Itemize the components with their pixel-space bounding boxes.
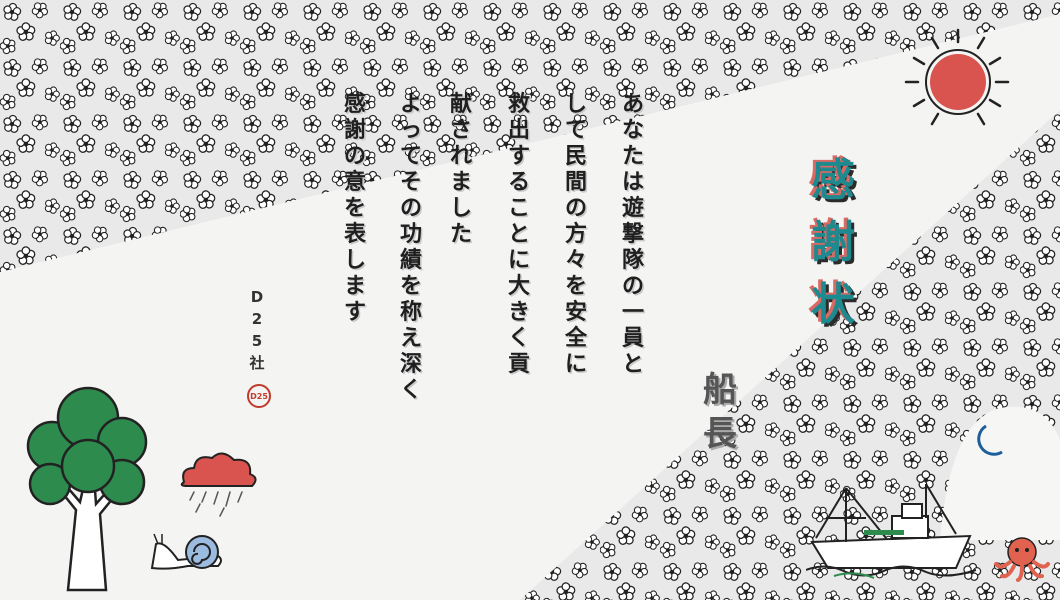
letter-line-6: 感謝の意を表します [343, 92, 366, 325]
moon-icon [940, 406, 1060, 540]
letter-line-5: よってその功績を称え深く [399, 92, 422, 403]
letter-line-2: して民間の方々を安全に [564, 92, 587, 377]
letter-line-3: 救出することに大きく貢 [507, 92, 530, 377]
certificate-title: 感謝状 [811, 155, 855, 330]
sun-icon [904, 28, 1010, 126]
octopus-icon [994, 537, 1050, 582]
tree-icon [26, 386, 148, 592]
snail-icon [150, 533, 222, 570]
letter-line-1: あなたは遊撃隊の一員と [621, 92, 644, 377]
cloud-icon [180, 452, 257, 517]
signature-seal: D25 [247, 384, 271, 408]
recipient: 船長 [703, 370, 737, 454]
letter-line-4: 献されました [449, 92, 472, 247]
ship-icon [806, 483, 977, 579]
